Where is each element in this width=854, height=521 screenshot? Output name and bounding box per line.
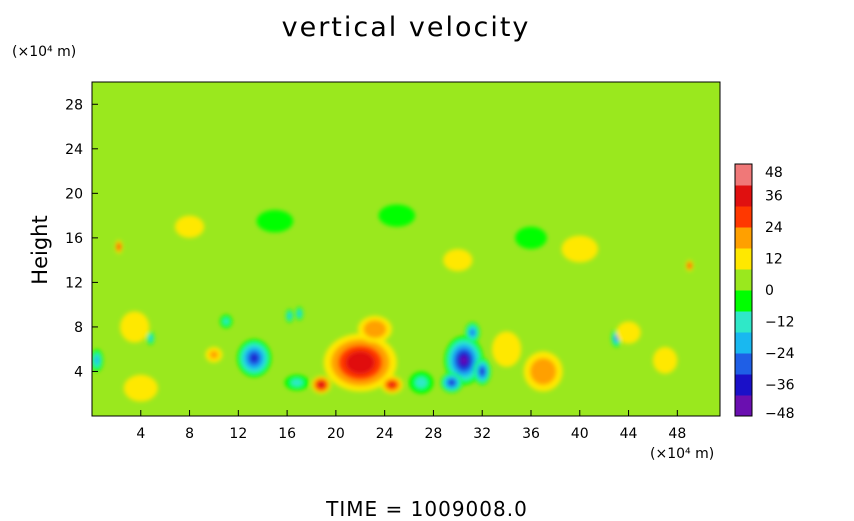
velocity-cell-6 bbox=[285, 309, 294, 323]
chart-title: vertical velocity bbox=[281, 12, 531, 43]
colorbar-segment bbox=[735, 185, 752, 207]
velocity-cell-21 bbox=[616, 321, 641, 344]
y-axis-unit: (×10⁴ m) bbox=[12, 44, 77, 60]
colorbar-segment bbox=[735, 332, 752, 354]
velocity-cell-16 bbox=[685, 260, 694, 272]
velocity-cell-23 bbox=[123, 374, 158, 402]
velocity-cell-15 bbox=[115, 240, 123, 254]
field-background bbox=[92, 82, 720, 416]
velocity-cell-26 bbox=[378, 204, 416, 227]
x-tick-label: 40 bbox=[571, 426, 589, 442]
y-tick-label: 24 bbox=[65, 142, 83, 158]
colorbar-segment bbox=[735, 248, 752, 270]
colorbar-segment bbox=[735, 227, 752, 249]
x-tick-label: 16 bbox=[278, 426, 296, 442]
velocity-cell-27 bbox=[561, 235, 599, 263]
velocity-cell-9 bbox=[92, 349, 103, 372]
x-tick-label: 36 bbox=[522, 426, 540, 442]
colorbar-segment bbox=[735, 269, 752, 291]
velocity-cell-30 bbox=[220, 314, 233, 329]
x-tick-label: 12 bbox=[229, 426, 247, 442]
y-tick-label: 12 bbox=[65, 275, 83, 291]
velocity-cell-11 bbox=[323, 333, 397, 392]
colorbar-segment bbox=[735, 290, 752, 312]
x-tick-label: 44 bbox=[620, 426, 638, 442]
velocity-cell-3 bbox=[473, 358, 491, 385]
x-axis-unit: (×10⁴ m) bbox=[650, 446, 715, 462]
y-tick-label: 4 bbox=[74, 364, 83, 380]
velocity-cell-31 bbox=[409, 371, 434, 394]
velocity-cell-28 bbox=[515, 226, 547, 249]
x-tick-label: 24 bbox=[376, 426, 394, 442]
x-tick-label: 32 bbox=[473, 426, 491, 442]
colorbar: 48 36 24 12 0 −12 −24 −36 −48 bbox=[734, 163, 795, 422]
velocity-cell-4 bbox=[465, 322, 480, 343]
time-footer: TIME = 1009008.0 bbox=[326, 497, 528, 521]
colorbar-tick-label: −48 bbox=[765, 406, 795, 422]
velocity-cell-7 bbox=[295, 306, 303, 321]
colorbar-tick-label: −24 bbox=[765, 346, 795, 362]
velocity-cell-5 bbox=[146, 331, 155, 345]
y-axis: 4 8 12 16 20 24 28 bbox=[65, 97, 98, 380]
x-tick-label: 48 bbox=[668, 426, 686, 442]
x-tick-label: 28 bbox=[425, 426, 443, 442]
velocity-cell-25 bbox=[174, 215, 205, 238]
colorbar-tick-label: 24 bbox=[765, 220, 783, 236]
velocity-cell-14 bbox=[357, 315, 392, 343]
velocity-cell-20 bbox=[491, 331, 522, 368]
plot-area bbox=[92, 82, 720, 416]
colorbar-frame bbox=[734, 163, 753, 417]
velocity-cell-24 bbox=[256, 210, 294, 233]
velocity-cell-18 bbox=[205, 346, 223, 363]
velocity-cell-17 bbox=[120, 311, 150, 343]
velocity-cell-22 bbox=[652, 346, 678, 374]
colorbar-segment bbox=[735, 164, 752, 186]
velocity-cell-19 bbox=[523, 351, 563, 392]
colorbar-segment bbox=[735, 311, 752, 333]
x-tick-label: 4 bbox=[136, 426, 145, 442]
colorbar-tick-label: −36 bbox=[765, 378, 795, 394]
x-tick-label: 20 bbox=[327, 426, 345, 442]
velocity-cell-10 bbox=[284, 374, 310, 391]
colorbar-segment bbox=[735, 353, 752, 375]
plot-frame bbox=[91, 81, 721, 417]
y-tick-label: 8 bbox=[74, 320, 83, 336]
colorbar-tick-label: −12 bbox=[765, 315, 795, 331]
colorbar-segment bbox=[735, 395, 752, 417]
x-tick-label: 8 bbox=[185, 426, 194, 442]
velocity-cell-13 bbox=[381, 375, 403, 394]
colorbar-tick-label: 36 bbox=[765, 189, 783, 205]
x-axis: 4 8 12 16 20 24 28 32 36 40 44 48 bbox=[136, 410, 686, 442]
colorbar-tick-label: 12 bbox=[765, 252, 783, 268]
velocity-cell-1 bbox=[444, 335, 484, 385]
colorbar-segment bbox=[735, 206, 752, 228]
y-tick-label: 16 bbox=[65, 231, 83, 247]
y-tick-label: 28 bbox=[65, 97, 83, 113]
y-tick-label: 20 bbox=[65, 186, 83, 202]
colorbar-segment bbox=[735, 374, 752, 396]
velocity-cell-2 bbox=[440, 372, 463, 393]
colorbar-tick-label: 0 bbox=[765, 283, 774, 299]
velocity-cell-29 bbox=[443, 249, 473, 272]
velocity-cell-0 bbox=[237, 339, 272, 378]
velocity-cell-12 bbox=[311, 375, 332, 394]
colorbar-tick-label: 48 bbox=[765, 165, 783, 181]
